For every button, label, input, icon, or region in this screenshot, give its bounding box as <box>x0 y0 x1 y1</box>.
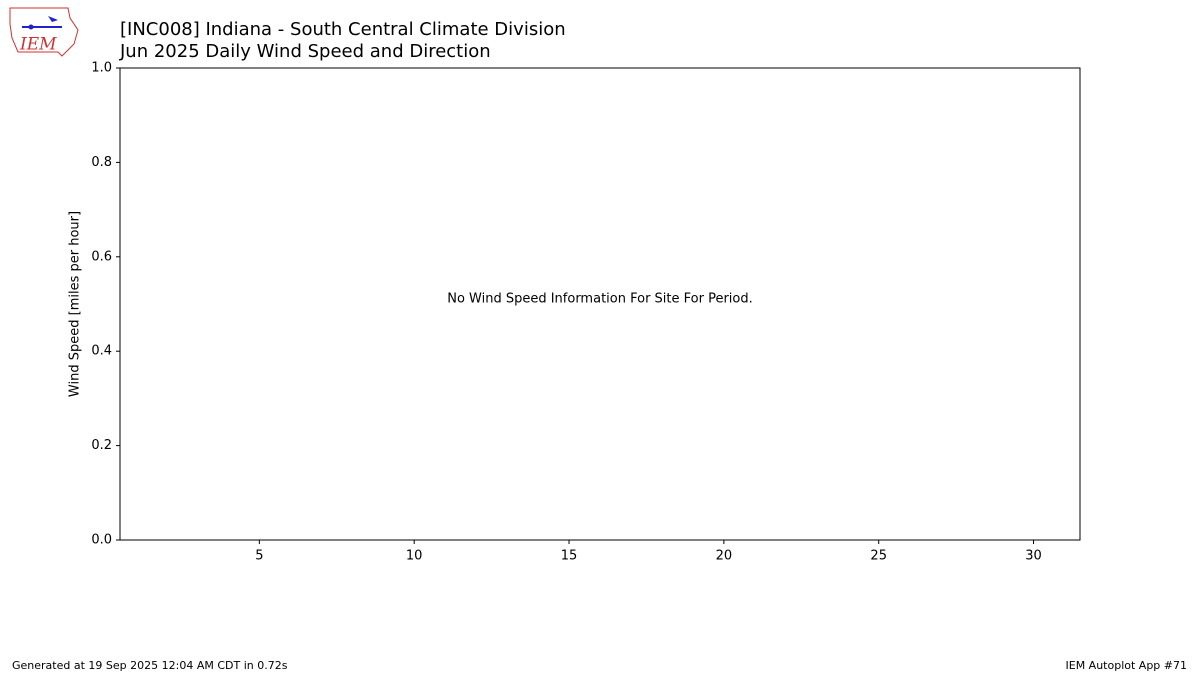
annotation: No Wind Speed Information For Site For P… <box>447 292 753 307</box>
chart-title: [INC008] Indiana - South Central Climate… <box>120 19 566 40</box>
y-tick-label: 1.0 <box>91 61 112 76</box>
x-tick-label: 20 <box>716 549 733 564</box>
chart-subtitle: Jun 2025 Daily Wind Speed and Direction <box>119 41 491 62</box>
logo: IEM <box>9 7 79 57</box>
x-tick-label: 30 <box>1025 549 1042 564</box>
y-tick-label: 0.8 <box>91 155 112 170</box>
x-tick-label: 10 <box>406 549 423 564</box>
plot-frame <box>119 67 1081 541</box>
y-tick-label: 0.2 <box>91 438 112 453</box>
y-tick-label: 0.0 <box>91 533 112 548</box>
y-tick-label: 0.4 <box>91 344 112 359</box>
logo-text: IEM <box>19 35 57 55</box>
y-axis-label: Wind Speed [miles per hour] <box>68 211 83 397</box>
x-tick-label: 15 <box>561 549 578 564</box>
x-tick-label: 25 <box>870 549 887 564</box>
footer-left: Generated at 19 Sep 2025 12:04 AM CDT in… <box>12 659 288 672</box>
y-tick-label: 0.6 <box>91 249 112 264</box>
x-tick-label: 5 <box>255 549 263 564</box>
footer-right: IEM Autoplot App #71 <box>1066 659 1188 672</box>
